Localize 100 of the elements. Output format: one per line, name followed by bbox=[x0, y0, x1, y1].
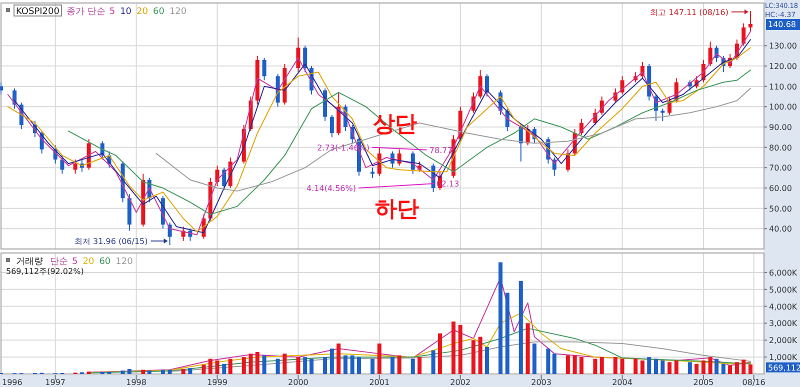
text: 1996 bbox=[2, 378, 22, 387]
x-tick-label: 2004 bbox=[612, 378, 632, 387]
bar bbox=[147, 370, 152, 374]
bar bbox=[552, 354, 556, 374]
bar bbox=[647, 357, 652, 374]
bar bbox=[336, 344, 341, 374]
x-tick-label: 2003 bbox=[531, 378, 552, 387]
annotation: 569,112 bbox=[768, 363, 800, 372]
bar bbox=[276, 358, 280, 374]
y-tick-label: 90.00 bbox=[769, 123, 792, 132]
candlestick bbox=[60, 154, 64, 174]
x-tick-label: 1998 bbox=[126, 378, 146, 387]
bar bbox=[120, 370, 125, 374]
bar bbox=[471, 340, 476, 374]
candlestick bbox=[478, 70, 482, 100]
bar bbox=[310, 358, 314, 374]
x-tick-label: 1997 bbox=[45, 378, 66, 387]
bar bbox=[215, 360, 220, 374]
x-tick-label: 1999 bbox=[207, 378, 228, 387]
bar bbox=[674, 360, 678, 374]
candlestick bbox=[73, 159, 78, 174]
bar bbox=[458, 324, 462, 374]
bar bbox=[330, 348, 334, 374]
line-series bbox=[88, 312, 751, 374]
legend-title: 단순 bbox=[50, 257, 68, 267]
candlestick bbox=[330, 114, 334, 138]
bar bbox=[748, 364, 752, 374]
bar bbox=[160, 370, 165, 374]
bar bbox=[141, 370, 146, 374]
candlestick bbox=[262, 57, 266, 81]
text: 60 bbox=[99, 257, 111, 267]
line-series bbox=[156, 88, 751, 192]
bar bbox=[640, 360, 644, 374]
y-tick-label: 70.00 bbox=[769, 164, 792, 173]
bar bbox=[660, 360, 665, 374]
bar bbox=[579, 357, 584, 374]
bar bbox=[303, 357, 308, 374]
bar bbox=[714, 358, 719, 374]
y-tick-label: 40.00 bbox=[769, 224, 792, 234]
bar bbox=[688, 362, 692, 374]
bar bbox=[397, 355, 402, 374]
y-tick-label: 120.00 bbox=[769, 62, 797, 72]
text: 60 bbox=[152, 7, 165, 17]
bar bbox=[370, 358, 375, 374]
y-tick-label: 4,000K bbox=[769, 302, 798, 312]
bar bbox=[188, 368, 192, 374]
y-tick-label: 60.00 bbox=[769, 184, 792, 194]
x-tick-label: 2001 bbox=[369, 378, 390, 387]
bar bbox=[721, 364, 726, 374]
bar bbox=[431, 350, 436, 374]
candlestick bbox=[0, 82, 3, 95]
bar bbox=[728, 366, 732, 374]
bar bbox=[296, 357, 300, 374]
bar bbox=[323, 357, 328, 374]
candlestick bbox=[296, 37, 300, 73]
y-tick-label: 2,000K bbox=[769, 336, 798, 346]
y-tick-label: 100.00 bbox=[769, 102, 797, 112]
bar bbox=[532, 344, 536, 374]
bar bbox=[708, 357, 712, 374]
y-tick-label: 6,000K bbox=[769, 268, 798, 278]
text: 569,112주(92.02%) bbox=[6, 267, 84, 276]
bar bbox=[282, 354, 287, 374]
bar bbox=[343, 355, 348, 374]
bar bbox=[620, 358, 624, 374]
bar bbox=[668, 362, 672, 374]
bar bbox=[438, 333, 442, 374]
bar bbox=[350, 355, 354, 374]
bar bbox=[377, 344, 382, 374]
candlestick bbox=[484, 74, 489, 98]
annotation: 하단 bbox=[375, 197, 419, 222]
chart-title: 거래량 bbox=[16, 257, 43, 267]
bar bbox=[484, 346, 489, 374]
bar bbox=[168, 370, 172, 374]
text: 5 bbox=[72, 257, 78, 267]
candlestick bbox=[742, 22, 746, 46]
y-tick-label: 3,000K bbox=[769, 319, 798, 328]
bar bbox=[181, 368, 186, 374]
y-tick-label: 5,000K bbox=[769, 285, 798, 294]
bar bbox=[600, 357, 604, 374]
bar bbox=[654, 358, 658, 374]
bar bbox=[518, 280, 523, 374]
line-series bbox=[169, 341, 751, 372]
bar bbox=[505, 292, 510, 374]
candlestick bbox=[370, 167, 375, 178]
bar bbox=[248, 354, 253, 374]
bar bbox=[451, 322, 456, 374]
bar bbox=[242, 357, 246, 374]
text: 120 bbox=[116, 257, 134, 267]
bar bbox=[410, 358, 415, 374]
y-tick-label: 80.00 bbox=[769, 143, 792, 152]
y-tick-label: 50.00 bbox=[769, 204, 792, 214]
x-tick-label: 2005 bbox=[693, 378, 714, 387]
bar bbox=[613, 357, 618, 374]
bar bbox=[566, 355, 570, 374]
text: 20 bbox=[82, 257, 94, 267]
candlestick bbox=[660, 108, 665, 122]
bar bbox=[694, 364, 699, 374]
text: 120 bbox=[169, 7, 187, 17]
bar bbox=[498, 262, 502, 374]
text: KOSPI200 bbox=[16, 7, 60, 17]
